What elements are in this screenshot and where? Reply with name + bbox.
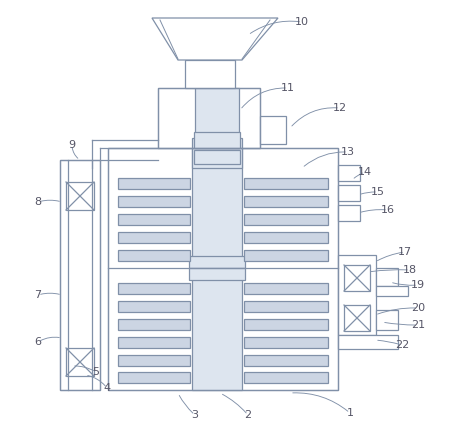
Bar — [338, 335, 398, 349]
Bar — [244, 196, 328, 207]
Text: 7: 7 — [35, 290, 41, 300]
Text: 18: 18 — [403, 265, 417, 275]
Text: 11: 11 — [281, 83, 295, 93]
Bar — [260, 116, 286, 144]
Bar — [194, 150, 240, 164]
Bar — [338, 205, 360, 221]
Bar — [244, 250, 328, 261]
Text: 1: 1 — [346, 408, 354, 418]
Text: 6: 6 — [35, 337, 41, 347]
Bar — [118, 372, 190, 383]
Bar — [244, 178, 328, 189]
Text: 14: 14 — [358, 167, 372, 177]
Bar — [118, 232, 190, 243]
Bar — [244, 355, 328, 366]
Bar — [244, 232, 328, 243]
Bar — [158, 88, 260, 148]
Bar — [66, 182, 94, 210]
Bar — [192, 138, 242, 148]
Bar — [192, 148, 242, 268]
Bar — [376, 286, 408, 296]
Text: 22: 22 — [395, 340, 409, 350]
Bar — [195, 88, 239, 148]
Text: 4: 4 — [104, 383, 111, 393]
Text: 15: 15 — [371, 187, 385, 197]
Bar — [192, 268, 242, 390]
Bar — [344, 305, 370, 331]
Bar — [118, 301, 190, 312]
Bar — [118, 178, 190, 189]
Bar — [338, 255, 376, 335]
Text: 8: 8 — [35, 197, 41, 207]
Bar — [244, 337, 328, 348]
Bar — [108, 148, 338, 390]
Bar — [244, 283, 328, 294]
Text: 21: 21 — [411, 320, 425, 330]
Bar — [118, 337, 190, 348]
Bar — [338, 185, 360, 201]
Text: 16: 16 — [381, 205, 395, 215]
Text: 10: 10 — [295, 17, 309, 27]
Bar — [244, 214, 328, 225]
Bar — [244, 372, 328, 383]
Text: 5: 5 — [93, 367, 99, 377]
Bar — [376, 268, 398, 286]
Bar — [244, 319, 328, 330]
Bar — [158, 88, 260, 148]
Bar — [338, 165, 360, 181]
Bar — [118, 355, 190, 366]
Bar — [185, 60, 235, 88]
Text: 2: 2 — [244, 410, 252, 420]
Bar — [118, 283, 190, 294]
Bar — [118, 250, 190, 261]
Bar — [118, 319, 190, 330]
Bar — [244, 301, 328, 312]
Text: 13: 13 — [341, 147, 355, 157]
Text: 19: 19 — [411, 280, 425, 290]
Bar — [108, 148, 338, 390]
Bar — [192, 148, 242, 168]
Bar — [60, 160, 100, 390]
Bar — [60, 160, 100, 390]
Bar — [118, 214, 190, 225]
Bar — [194, 132, 240, 148]
Text: 17: 17 — [398, 247, 412, 257]
Text: 3: 3 — [192, 410, 198, 420]
Bar — [189, 256, 245, 268]
Text: 9: 9 — [68, 140, 76, 150]
Bar — [66, 348, 94, 376]
Text: 20: 20 — [411, 303, 425, 313]
Bar — [344, 265, 370, 291]
Text: 12: 12 — [333, 103, 347, 113]
Polygon shape — [152, 18, 278, 60]
Bar — [118, 196, 190, 207]
Bar — [376, 310, 398, 330]
Bar — [189, 268, 245, 280]
